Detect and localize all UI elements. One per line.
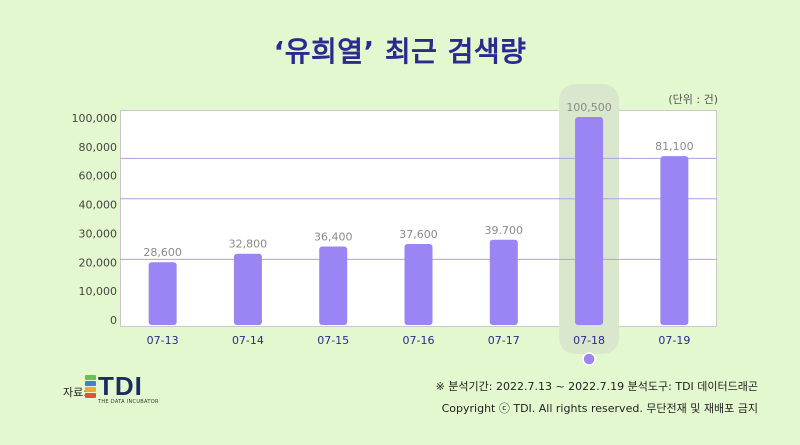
y-tick-label: 0	[110, 314, 117, 327]
chart-title: ‘유희열’ 최근 검색량	[273, 35, 527, 68]
bar	[489, 239, 518, 325]
y-tick-label: 30,000	[79, 227, 118, 240]
footer-notes: ※ 분석기간: 2022.7.13 ~ 2022.7.19 분석도구: TDI …	[436, 376, 758, 420]
source-label: 자료:	[63, 386, 87, 399]
bar	[233, 253, 262, 325]
bar	[575, 116, 604, 326]
value-label: 39.700	[485, 224, 524, 237]
category-label: 07-13	[147, 334, 179, 347]
category-label: 07-17	[488, 334, 520, 347]
logo-text: TDI	[98, 371, 143, 401]
copyright: Copyright ⓒ TDI. All rights reserved. 무단…	[441, 402, 758, 415]
value-label: 81,100	[655, 140, 694, 153]
analysis-period: ※ 분석기간: 2022.7.13 ~ 2022.7.19 분석도구: TDI …	[435, 380, 758, 393]
value-label: 28,600	[143, 246, 182, 259]
logo-subtitle: THE DATA INCUBATOR	[98, 399, 159, 405]
value-label: 32,800	[229, 238, 268, 251]
value-label: 36,400	[314, 230, 353, 243]
bar	[319, 246, 348, 325]
y-tick-label: 10,000	[79, 285, 118, 298]
bar	[148, 262, 177, 325]
tdi-logo: TDI THE DATA INCUBATOR	[85, 371, 175, 407]
value-label: 100,500	[566, 101, 612, 114]
unit-note: (단위 : 건)	[668, 93, 718, 106]
y-tick-label: 20,000	[79, 256, 118, 269]
logo-bars-icon	[85, 375, 96, 398]
category-label: 07-14	[232, 334, 264, 347]
highlight-dot	[582, 352, 596, 366]
y-tick-label: 40,000	[79, 199, 118, 212]
y-tick-label: 60,000	[79, 170, 118, 183]
y-tick-label: 100,000	[72, 112, 118, 125]
category-label: 07-16	[403, 334, 435, 347]
bar	[660, 156, 689, 325]
category-label: 07-18	[573, 334, 605, 347]
category-label: 07-19	[658, 334, 690, 347]
y-tick-label: 80,000	[79, 141, 118, 154]
category-label: 07-15	[317, 334, 349, 347]
bar	[404, 244, 433, 325]
value-label: 37,600	[399, 228, 438, 241]
